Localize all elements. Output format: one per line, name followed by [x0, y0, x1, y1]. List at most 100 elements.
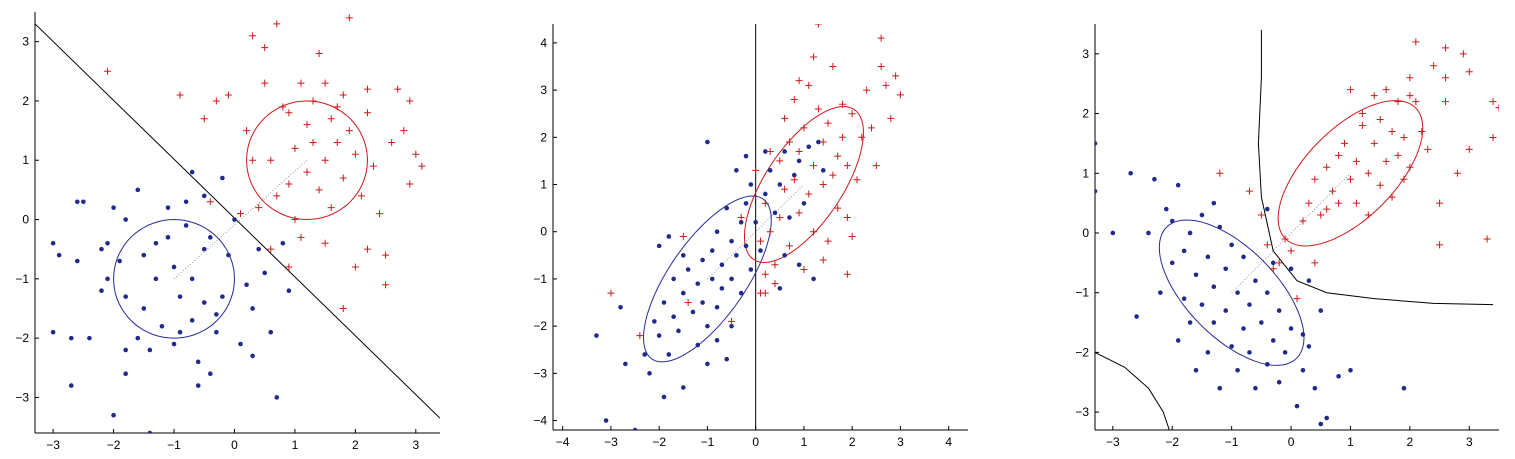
data-point-dot — [250, 306, 255, 311]
data-point-plus — [176, 91, 184, 99]
data-point-dot — [787, 215, 792, 220]
data-point-plus — [1412, 38, 1420, 46]
data-point-dot — [700, 300, 705, 305]
x-tick-label: 3 — [897, 435, 904, 449]
data-point-dot — [68, 383, 74, 388]
data-point-dot — [75, 258, 80, 264]
y-tick-label: −2 — [1075, 345, 1089, 359]
data-point-dot — [1318, 308, 1324, 313]
data-point-plus — [345, 14, 353, 22]
data-point-plus — [212, 97, 220, 105]
data-point-dot — [652, 319, 657, 324]
data-point-dot — [183, 199, 189, 205]
data-point-dot — [1175, 338, 1181, 343]
data-point-dot — [642, 352, 647, 357]
data-point-dot — [700, 257, 705, 263]
data-point-dot — [1169, 260, 1175, 266]
data-point-plus — [406, 180, 414, 188]
class-ellipse-red — [246, 100, 368, 221]
data-point-dot — [250, 353, 255, 359]
data-point-plus — [1352, 199, 1360, 207]
data-point-dot — [734, 168, 739, 173]
data-point-dot — [782, 149, 787, 154]
data-point-dot — [1199, 212, 1205, 218]
data-point-dot — [680, 385, 686, 390]
data-point-dot — [1205, 254, 1211, 260]
data-point-dot — [1294, 403, 1300, 409]
y-tick-label: 2 — [1082, 107, 1089, 121]
data-point-dot — [153, 276, 159, 282]
data-point-plus — [1335, 199, 1343, 207]
data-point-plus — [1418, 127, 1426, 135]
data-point-plus — [382, 251, 390, 259]
data-point-plus — [315, 50, 323, 58]
data-point-plus — [1406, 92, 1414, 100]
data-point-plus — [388, 138, 396, 146]
data-point-dot — [177, 329, 183, 335]
data-point-plus — [1287, 247, 1295, 255]
data-point-dot — [1095, 141, 1098, 146]
data-point-dot — [1175, 182, 1181, 188]
data-point-plus — [834, 152, 842, 160]
data-point-dot — [1110, 230, 1116, 236]
data-point-plus — [781, 185, 789, 193]
data-point-plus — [1436, 241, 1444, 249]
data-point-plus — [1341, 139, 1349, 147]
decision-boundary — [1257, 30, 1494, 306]
data-point-plus — [839, 133, 847, 141]
data-point-dot — [705, 139, 710, 145]
data-point-plus — [848, 110, 856, 118]
data-point-dot — [81, 199, 86, 205]
data-point-plus — [224, 91, 232, 99]
data-point-plus — [795, 209, 803, 217]
data-point-dot — [705, 323, 710, 329]
data-point-dot — [1229, 344, 1234, 349]
data-point-dot — [729, 238, 734, 244]
decision-boundary — [35, 23, 440, 419]
data-point-dot — [1235, 367, 1240, 373]
data-point-plus — [1323, 163, 1331, 171]
data-point-plus — [795, 77, 803, 85]
data-point-plus — [1305, 199, 1313, 207]
data-point-dot — [1193, 367, 1199, 373]
data-point-dot — [1276, 379, 1282, 385]
data-point-dot — [1205, 350, 1211, 355]
data-point-plus — [839, 100, 847, 108]
data-point-plus — [785, 138, 793, 146]
data-point-dot — [1282, 350, 1288, 355]
data-point-dot — [147, 430, 153, 433]
data-point-dot — [1199, 302, 1205, 307]
data-point-dot — [1169, 218, 1175, 224]
data-point-dot — [99, 246, 104, 252]
y-tick-label: 3 — [1082, 47, 1089, 61]
data-point-plus — [1299, 217, 1307, 225]
data-point-dot — [1324, 415, 1330, 421]
data-point-dot — [177, 294, 183, 299]
data-point-plus — [1376, 116, 1384, 124]
data-point-plus — [1370, 92, 1378, 100]
y-tick-label: −1 — [533, 272, 547, 286]
data-point-dot — [671, 276, 676, 282]
data-point-plus — [297, 233, 305, 241]
x-tick-label: 0 — [231, 438, 238, 452]
data-point-plus — [376, 210, 384, 218]
data-point-plus — [1382, 157, 1390, 165]
data-point-plus — [896, 91, 904, 99]
data-point-plus — [824, 119, 832, 127]
data-point-dot — [1163, 206, 1169, 212]
data-point-dot — [1134, 314, 1139, 319]
data-point-plus — [761, 270, 769, 278]
data-point-plus — [1323, 205, 1331, 213]
data-point-plus — [267, 156, 275, 164]
data-point-dot — [705, 361, 710, 367]
data-point-dot — [1276, 308, 1282, 313]
data-point-plus — [363, 85, 371, 93]
data-point-dot — [1253, 385, 1258, 391]
data-point-dot — [1146, 230, 1151, 236]
data-point-dot — [1270, 338, 1276, 343]
data-point-dot — [801, 201, 807, 206]
data-point-dot — [1247, 302, 1252, 307]
data-point-dot — [1318, 421, 1324, 427]
data-point-plus — [607, 289, 615, 297]
data-point-dot — [183, 223, 189, 228]
